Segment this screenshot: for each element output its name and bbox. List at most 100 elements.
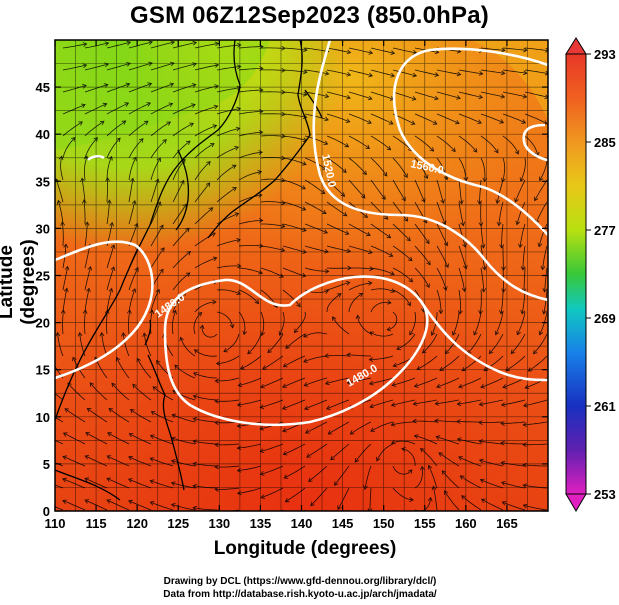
- streamline: [106, 288, 113, 313]
- streamline: [370, 157, 388, 177]
- streamline: [370, 91, 394, 100]
- streamline-arrowhead: [444, 490, 449, 495]
- streamline: [62, 310, 64, 335]
- streamline: [498, 201, 504, 226]
- streamline-arrowhead: [170, 459, 176, 464]
- streamline-arrowhead: [301, 206, 307, 211]
- streamline-arrowhead: [501, 47, 506, 53]
- streamline: [544, 267, 548, 292]
- streamline: [303, 355, 328, 363]
- streamline-arrowhead: [332, 316, 337, 321]
- streamline: [387, 311, 398, 331]
- streamline: [150, 121, 171, 137]
- streamline-arrowhead: [340, 192, 346, 197]
- streamline-arrowhead: [324, 116, 329, 122]
- streamline-arrowhead: [539, 176, 544, 182]
- streamline: [414, 113, 437, 125]
- streamline: [150, 201, 161, 225]
- streamline-arrowhead: [401, 196, 406, 202]
- streamline-arrowhead: [390, 422, 396, 427]
- streamline-arrowhead: [106, 455, 112, 460]
- streamline: [456, 421, 481, 423]
- streamline-arrowhead: [407, 469, 413, 474]
- streamline: [414, 135, 434, 152]
- streamline-arrowhead: [413, 383, 419, 388]
- streamline-arrowhead: [236, 490, 242, 496]
- streamline: [523, 399, 548, 407]
- streamline: [238, 131, 263, 137]
- streamline-arrowhead: [212, 256, 218, 262]
- streamline: [282, 289, 301, 307]
- streamline: [172, 140, 191, 159]
- streamline: [150, 435, 174, 445]
- streamline: [55, 416, 64, 423]
- streamline: [436, 69, 461, 75]
- streamline-arrowhead: [390, 439, 396, 445]
- streamline-arrowhead: [376, 456, 381, 462]
- streamline-arrowhead: [260, 494, 266, 499]
- colorbar-scale: [565, 53, 587, 495]
- contour-1520-east: [312, 40, 548, 302]
- streamline: [542, 245, 548, 270]
- streamline-arrowhead: [284, 498, 290, 503]
- streamline-arrowhead: [132, 383, 137, 389]
- korean-peninsula: [175, 149, 190, 231]
- y-tick-label: 15: [36, 363, 50, 378]
- streamline-arrowhead: [150, 411, 156, 416]
- streamline: [282, 47, 307, 51]
- streamline-arrowhead: [523, 47, 528, 53]
- streamline-arrowhead: [431, 485, 437, 491]
- streamline: [348, 157, 367, 175]
- streamline-arrowhead: [501, 266, 506, 271]
- streamline: [61, 221, 64, 247]
- streamline-arrowhead: [354, 457, 360, 463]
- streamline: [370, 267, 395, 275]
- streamline-arrowhead: [209, 143, 215, 148]
- streamline: [304, 179, 326, 194]
- streamline-arrowhead: [63, 287, 69, 293]
- streamline-arrowhead: [522, 483, 528, 489]
- streamline-arrowhead: [461, 495, 466, 500]
- streamline: [85, 432, 108, 445]
- streamline: [458, 157, 467, 181]
- streamline: [260, 399, 284, 408]
- streamline-arrowhead: [236, 423, 242, 429]
- y-tick-label: 10: [36, 410, 50, 425]
- streamline-arrowhead: [82, 42, 88, 47]
- streamline: [128, 456, 152, 467]
- streamline-arrowhead: [456, 48, 462, 54]
- streamline-arrowhead: [324, 249, 329, 254]
- streamline-arrowhead: [438, 452, 444, 457]
- streamline-arrowhead: [214, 442, 219, 448]
- streamline-arrowhead: [420, 465, 425, 471]
- streamline-arrowhead: [406, 236, 411, 242]
- streamline-arrowhead: [400, 528, 404, 532]
- streamline-arrowhead: [358, 293, 364, 298]
- streamline: [282, 113, 307, 118]
- streamline-arrowhead: [306, 453, 311, 458]
- streamline-arrowhead: [192, 439, 198, 445]
- streamline-arrowhead: [367, 508, 373, 511]
- streamline: [172, 84, 196, 93]
- streamline-arrowhead: [121, 120, 127, 125]
- streamline-arrowhead: [234, 145, 240, 151]
- streamline-arrowhead: [337, 505, 342, 510]
- streamline-arrowhead: [142, 332, 148, 337]
- streamline-arrowhead: [346, 379, 352, 385]
- streamline: [150, 178, 159, 203]
- streamline-arrowhead: [532, 349, 538, 355]
- streamline-arrowhead: [522, 442, 527, 448]
- streamline: [436, 267, 447, 291]
- streamline: [392, 223, 411, 241]
- streamline-arrowhead: [60, 309, 66, 314]
- streamline: [238, 89, 263, 93]
- streamline-arrowhead: [478, 94, 484, 100]
- streamline: [458, 135, 478, 153]
- streamline-arrowhead: [456, 95, 461, 100]
- streamline: [334, 465, 350, 486]
- streamline: [524, 91, 548, 98]
- streamline-arrowhead: [236, 85, 242, 91]
- streamline: [514, 179, 526, 203]
- contour-small-nw: [87, 154, 105, 161]
- streamline: [480, 479, 504, 489]
